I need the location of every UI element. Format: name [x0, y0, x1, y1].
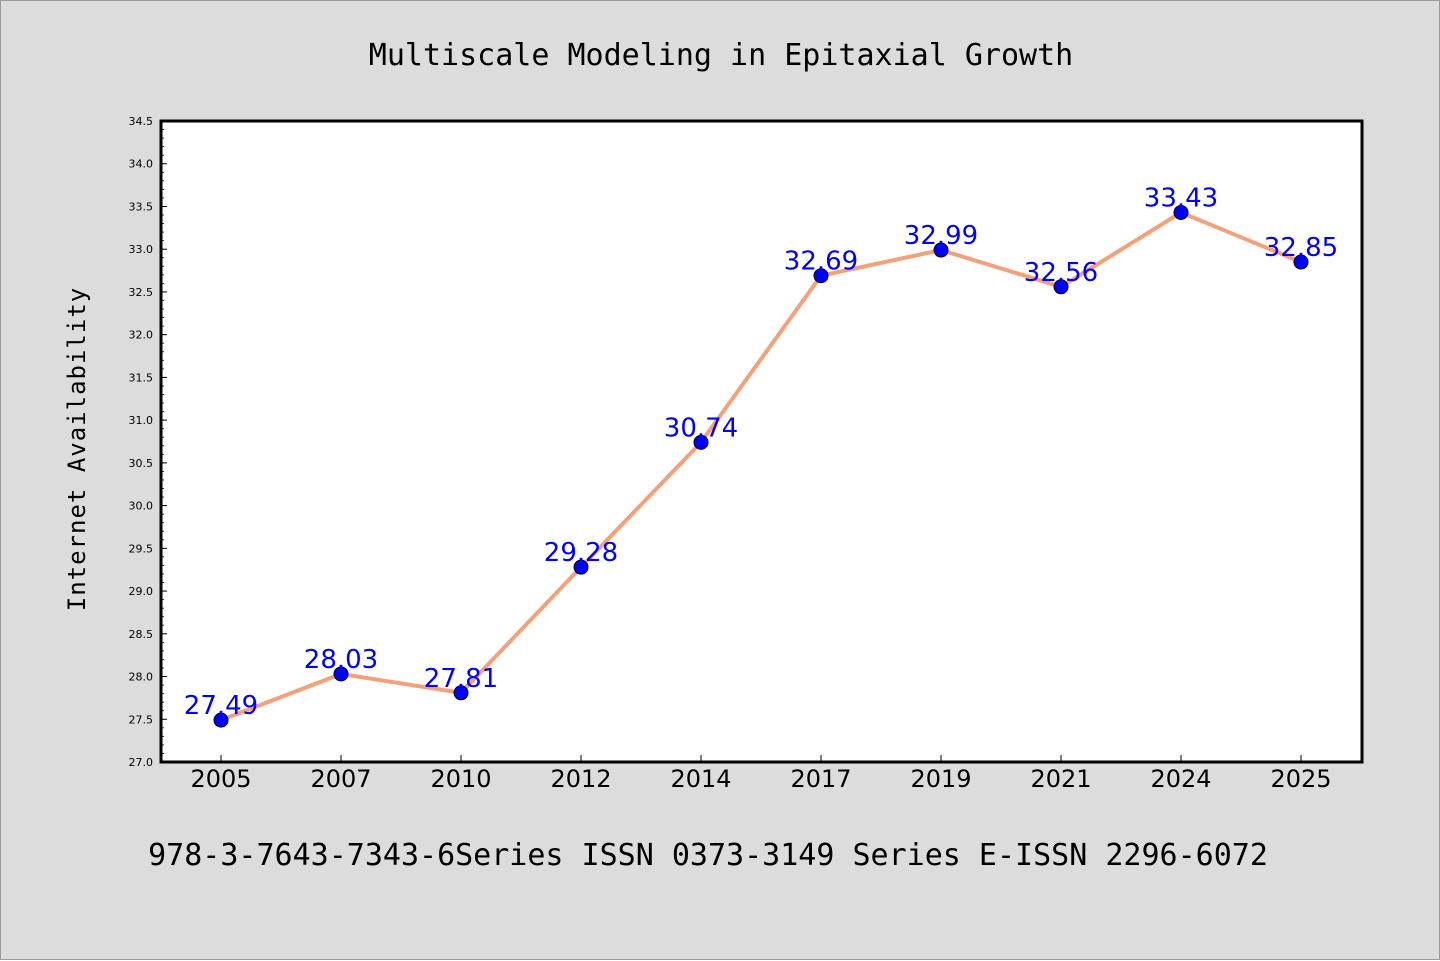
chart-title: Multiscale Modeling in Epitaxial Growth	[369, 38, 1073, 73]
plot-frame	[159, 119, 1364, 764]
data-point	[213, 712, 229, 728]
data-point	[813, 268, 829, 284]
data-label: 32.99	[904, 221, 978, 251]
y-tick-label: 29.0	[129, 585, 154, 598]
data-label: 27.49	[184, 691, 258, 721]
data-label: 32.69	[784, 247, 858, 277]
x-tick-label: 2025	[1270, 765, 1331, 793]
x-tick-label: 2014	[670, 765, 731, 793]
data-label: 33.43	[1144, 183, 1218, 213]
x-tick-label: 2010	[430, 765, 491, 793]
data-point	[333, 666, 349, 682]
plot-area	[161, 121, 1362, 762]
data-point	[693, 434, 709, 450]
y-tick-label: 31.0	[129, 414, 154, 427]
x-tick-label: 2019	[910, 765, 971, 793]
y-tick-label: 30.5	[129, 457, 154, 470]
footer-isbn-text: 978-3-7643-7343-6Series ISSN 0373-3149 S…	[148, 838, 1268, 873]
y-tick-label: 31.5	[129, 371, 154, 384]
data-label: 32.56	[1024, 258, 1098, 288]
y-tick-label: 33.5	[129, 200, 154, 213]
data-point	[933, 242, 949, 258]
data-label: 30.74	[664, 413, 738, 443]
y-tick-label: 28.5	[129, 628, 154, 641]
series-line	[219, 210, 1303, 723]
x-tick-label: 2007	[310, 765, 371, 793]
data-point	[1053, 279, 1069, 295]
y-tick-label: 32.5	[129, 286, 154, 299]
y-tick-label: 34.5	[129, 115, 154, 128]
data-label: 32.85	[1264, 233, 1338, 263]
y-tick-label: 27.5	[129, 713, 154, 726]
y-tick-label: 34.0	[129, 158, 154, 171]
x-tick-label: 2005	[190, 765, 251, 793]
y-tick-label: 28.0	[129, 671, 154, 684]
x-tick-label: 2012	[550, 765, 611, 793]
y-tick-label: 32.0	[129, 329, 154, 342]
y-tick-label: 29.5	[129, 542, 154, 555]
data-point	[1173, 204, 1189, 220]
y-axis: 27.0 27.5 28.0 28.5 29.0 29.5 30.0 30.5 31.0 31.5…	[129, 115, 167, 769]
x-tick-label: 2024	[1150, 765, 1211, 793]
x-tick-label: 2017	[790, 765, 851, 793]
data-label: 27.81	[424, 664, 498, 694]
data-label: 29.28	[544, 538, 618, 568]
data-point	[573, 559, 589, 575]
data-markers	[213, 204, 1309, 728]
data-point	[1293, 254, 1309, 270]
data-labels: 27.49 28.03 27.81 29.28 30.74 32.69 32.99 32.56…	[184, 183, 1338, 721]
x-tick-label: 2021	[1030, 765, 1091, 793]
y-tick-label: 30.0	[129, 500, 154, 513]
y-axis-label: Internet Availability	[63, 287, 91, 611]
y-tick-label: 33.0	[129, 243, 154, 256]
y-tick-label: 27.0	[129, 756, 154, 769]
data-point	[453, 685, 469, 701]
data-label: 28.03	[304, 645, 378, 675]
